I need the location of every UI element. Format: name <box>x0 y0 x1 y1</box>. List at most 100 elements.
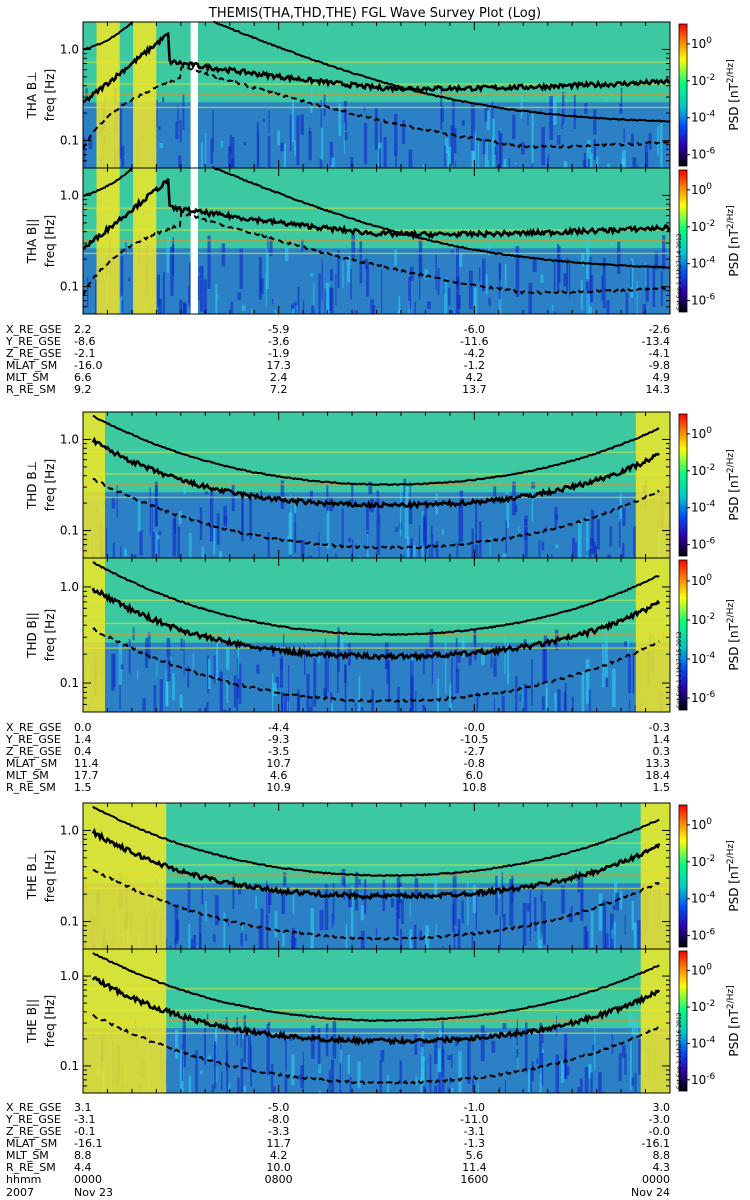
texture-streak <box>435 254 437 290</box>
texture-streak <box>477 138 480 168</box>
ephemeris-name: MLT_SM <box>6 1149 49 1162</box>
texture-streak <box>499 133 503 168</box>
colorbar-tick-label: 100 <box>691 182 712 197</box>
texture-streak <box>642 311 646 314</box>
y-tick-label: 1.0 <box>60 432 79 446</box>
texture-streak <box>318 273 321 314</box>
texture-streak <box>372 305 376 314</box>
texture-streak <box>555 544 559 548</box>
texture-streak <box>188 923 191 949</box>
texture-streak <box>310 490 313 500</box>
ephemeris-value: -1.0 <box>464 1101 485 1114</box>
timestamp-stamp: Sat Sep 1 11h27:15 2012 <box>676 631 683 708</box>
colorbar-label: PSD [nT2/Hz] <box>726 59 741 130</box>
texture-streak <box>613 879 618 903</box>
texture-streak <box>207 1055 211 1062</box>
texture-streak <box>531 113 534 163</box>
texture-streak <box>229 134 232 155</box>
texture-streak <box>615 892 619 911</box>
texture-streak <box>297 286 300 314</box>
texture-streak <box>568 914 572 922</box>
texture-streak <box>206 702 209 712</box>
texture-streak <box>410 676 414 712</box>
texture-streak <box>472 884 477 913</box>
ephemeris-name: hhmm <box>6 1173 41 1186</box>
texture-streak <box>318 1090 322 1093</box>
texture-streak <box>437 1048 442 1080</box>
texture-streak <box>121 300 124 312</box>
texture-streak <box>539 1023 542 1075</box>
texture-streak <box>426 301 431 310</box>
texture-streak <box>507 642 509 685</box>
texture-streak <box>644 144 648 168</box>
ephemeris-value: 3.0 <box>653 1101 671 1114</box>
texture-streak <box>268 111 270 133</box>
texture-streak <box>243 1015 246 1063</box>
texture-streak <box>182 1016 186 1068</box>
texture-streak <box>291 1054 295 1086</box>
ephemeris-value: 4.3 <box>653 1161 671 1174</box>
texture-streak <box>578 520 582 558</box>
texture-streak <box>581 890 583 918</box>
ephemeris-value: -6.0 <box>464 323 485 336</box>
texture-streak <box>420 1041 425 1048</box>
texture-streak <box>240 1034 242 1048</box>
texture-streak <box>619 103 623 114</box>
timestamp-stamp: Sat Sep 1 11h27:14 2012 <box>676 233 683 310</box>
texture-streak <box>630 1077 635 1087</box>
ephemeris-name: Z_RE_GSE <box>6 745 62 758</box>
panel-tha-bpar: 0.1 1.0 THA B|| freq [Hz] 100 10-2 10-4 10-6 PSD… <box>25 166 741 315</box>
colorbar-tick-label: 10-2 <box>691 612 715 627</box>
texture-streak <box>255 896 257 909</box>
y-tick-label: 0.1 <box>60 1059 79 1073</box>
texture-streak <box>156 655 158 677</box>
texture-streak <box>283 633 285 647</box>
texture-streak <box>179 511 182 524</box>
texture-streak <box>271 299 274 305</box>
texture-streak <box>413 545 416 558</box>
y-axis: 0.1 1.0 <box>60 802 671 950</box>
texture-streak <box>508 158 511 168</box>
texture-streak <box>631 900 634 931</box>
texture-streak <box>489 536 491 555</box>
texture-streak <box>294 140 296 156</box>
overlay-lines <box>82 20 671 149</box>
texture-streak <box>370 299 374 314</box>
texture-streak <box>611 1034 614 1054</box>
texture-streak <box>213 655 216 684</box>
texture-streak <box>291 308 295 314</box>
y-tick-label: 0.1 <box>60 134 79 148</box>
texture-streak <box>501 695 505 712</box>
y-tick-label: 1.0 <box>60 42 79 56</box>
y-axis-label: freq [Hz] <box>43 850 57 902</box>
texture-streak <box>120 256 124 296</box>
texture-streak <box>378 495 380 524</box>
texture-streak <box>280 480 285 509</box>
texture-streak <box>335 274 337 306</box>
texture-streak <box>328 480 330 492</box>
overlay-lines <box>91 414 660 550</box>
texture-streak <box>572 537 575 558</box>
line-solid <box>92 561 660 637</box>
texture-streak <box>215 1016 217 1038</box>
texture-streak <box>478 710 480 712</box>
panel-label: THD B|| <box>25 612 39 659</box>
texture-streak <box>341 508 344 548</box>
year-label: 2007 <box>6 1186 34 1199</box>
texture-streak <box>402 120 406 144</box>
texture-streak <box>199 265 204 312</box>
colorbar-tick-label: 10-4 <box>691 500 716 515</box>
texture-streak <box>376 1090 379 1093</box>
texture-streak <box>435 924 437 940</box>
line-dashed <box>92 477 660 550</box>
ephemeris-name: Z_RE_GSE <box>6 347 62 360</box>
texture-streak <box>181 1044 183 1081</box>
texture-streak <box>116 485 118 518</box>
texture-streak <box>532 257 537 272</box>
texture-streak <box>267 236 269 254</box>
texture-streak <box>441 1078 445 1093</box>
texture-streak <box>434 1085 438 1093</box>
texture-streak <box>358 879 361 886</box>
texture-streak <box>479 267 481 282</box>
texture-streak <box>557 246 561 283</box>
